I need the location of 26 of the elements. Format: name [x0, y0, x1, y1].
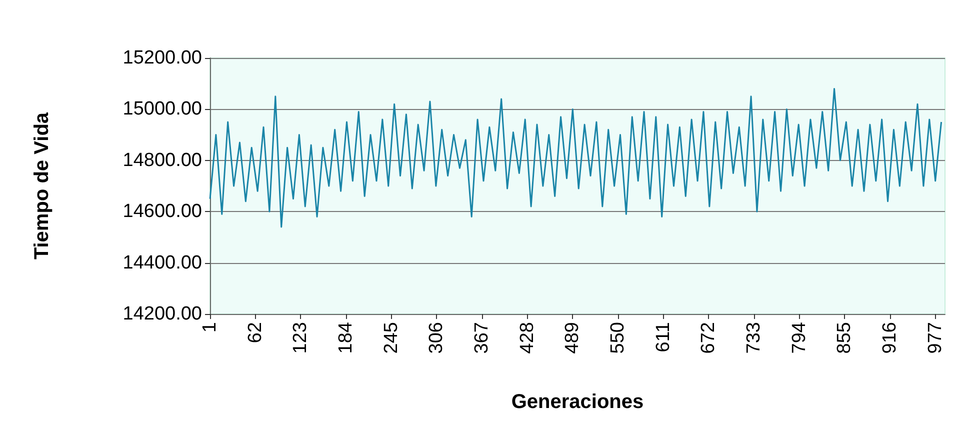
x-axis-title: Generaciones [511, 391, 644, 413]
x-tick-label: 367 [472, 322, 492, 354]
y-tick-label: 15200.00 [122, 48, 202, 68]
x-tick-label: 611 [652, 322, 674, 352]
x-tick-label: 733 [744, 322, 765, 354]
x-tick-label: 489 [562, 322, 584, 354]
x-tick-label: 977 [924, 322, 946, 354]
y-axis-title: Tiempo de Vida [31, 112, 53, 260]
y-tick-label: 14200.00 [122, 304, 202, 324]
x-tick-label: 245 [380, 322, 402, 354]
x-tick-label: 794 [788, 322, 810, 354]
x-tick-label: 1 [200, 322, 220, 333]
x-tick-label: 123 [290, 322, 312, 354]
x-tick-label: 672 [698, 322, 720, 354]
x-tick-label: 306 [426, 322, 448, 354]
x-tick-label: 916 [880, 322, 901, 354]
x-tick-label: 550 [608, 322, 629, 354]
y-tick-label: 15000.00 [122, 98, 202, 120]
x-tick-label: 62 [244, 322, 266, 344]
x-tick-label: 855 [834, 322, 856, 354]
x-tick-label: 184 [336, 322, 356, 354]
y-tick-label: 14800.00 [122, 150, 202, 171]
y-tick-label: 14400.00 [122, 252, 202, 274]
x-tick-label: 428 [516, 322, 538, 354]
y-tick-label: 14600.00 [122, 201, 202, 222]
line-series [209, 88, 942, 228]
